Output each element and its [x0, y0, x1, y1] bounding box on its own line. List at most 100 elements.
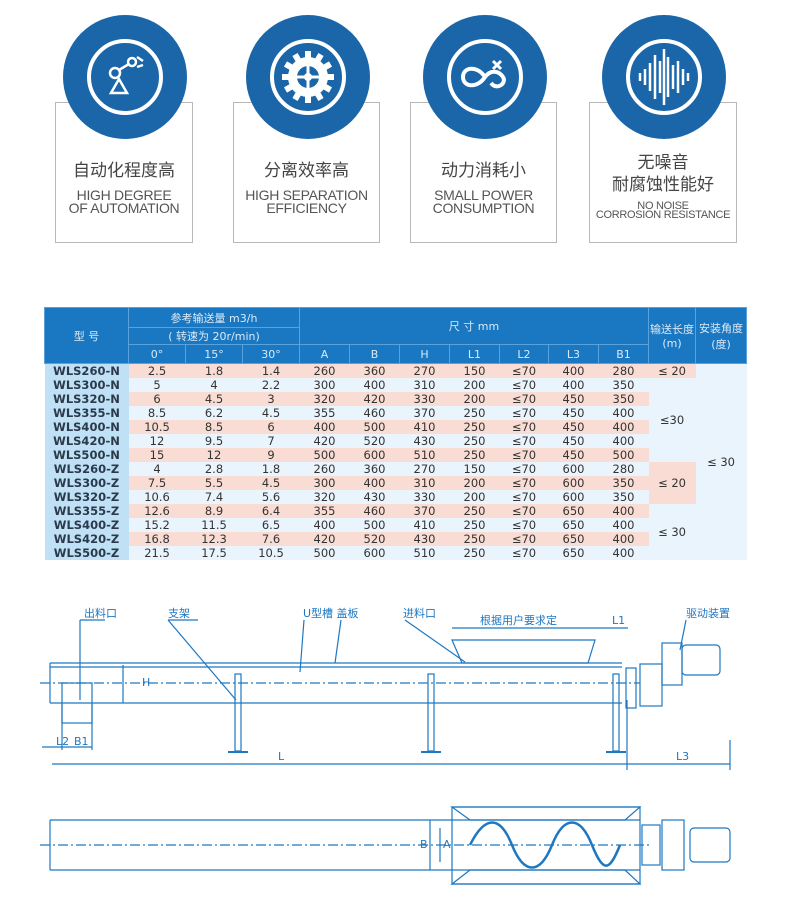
value-cell: 2.8: [185, 462, 243, 476]
value-cell: 360: [349, 462, 400, 476]
value-cell: 6: [128, 392, 186, 406]
length-cell: ≤ 20: [648, 462, 696, 504]
value-cell: 600: [349, 546, 400, 560]
value-cell: ≤70: [499, 504, 549, 518]
header-dimensions: 尺 寸 mm: [298, 307, 650, 345]
header-dim-col: B: [349, 344, 400, 364]
value-cell: 460: [349, 504, 400, 518]
value-cell: 9.5: [185, 434, 243, 448]
value-cell: 600: [548, 476, 599, 490]
label-b1: B1: [74, 735, 89, 748]
value-cell: ≤70: [499, 462, 549, 476]
supports: [228, 673, 626, 753]
feature-title-cn: 自动化程度高: [73, 161, 175, 181]
value-cell: 330: [399, 392, 450, 406]
feature-badge: [245, 15, 370, 139]
value-cell: 370: [399, 406, 450, 420]
label-l1: L1: [612, 614, 625, 627]
feature-badge: [63, 15, 187, 139]
feature-title-cn: 耐腐蚀性能好: [612, 175, 714, 195]
feature-card: 分离效率高 HIGH SEPARATION EFFICIENCY: [233, 15, 380, 243]
value-cell: 400: [299, 420, 350, 434]
header-length: 输送长度(m): [648, 307, 697, 364]
header-model: 型 号: [44, 307, 129, 364]
value-cell: 1.8: [242, 462, 300, 476]
feature-badge: [422, 15, 547, 139]
value-cell: 460: [349, 406, 400, 420]
table-row: WLS355-N 8.5 6.2 4.5 355 460 370 250 ≤70 450 400: [44, 406, 747, 420]
value-cell: 650: [548, 546, 599, 560]
model-cell: WLS355-N: [44, 406, 129, 420]
value-cell: 360: [349, 363, 400, 378]
header-angle: 安装角度(度): [695, 307, 748, 364]
table-row: WLS500-Z 21.5 17.5 10.5 500 600 510 250 ≤70 650 40…: [44, 546, 747, 560]
value-cell: 450: [548, 420, 599, 434]
label-l: L: [278, 750, 285, 763]
value-cell: 500: [349, 420, 400, 434]
value-cell: 260: [299, 363, 350, 378]
value-cell: 520: [349, 434, 400, 448]
value-cell: 430: [349, 490, 400, 504]
value-cell: 510: [399, 448, 450, 462]
gearbox: [639, 663, 663, 707]
table-row: WLS260-N 2.5 1.8 1.4 260 360 270 150 ≤70 400 280 ≤ …: [44, 363, 747, 560]
value-cell: 310: [399, 476, 450, 490]
model-cell: WLS355-Z: [44, 504, 129, 518]
label-a: A: [443, 838, 451, 851]
value-cell: 430: [399, 532, 450, 546]
value-cell: ≤70: [499, 406, 549, 420]
header-angle-col: 15°: [185, 344, 243, 364]
table-row: WLS300-Z 7.5 5.5 4.5 300 400 310 200 ≤70 600 350: [44, 476, 747, 490]
value-cell: 250: [449, 546, 500, 560]
value-cell: 510: [399, 546, 450, 560]
table-row: WLS300-N 5 4 2.2 300 400 310 200 ≤70 400 350 ≤30: [44, 378, 747, 462]
value-cell: ≤70: [499, 518, 549, 532]
value-cell: 600: [349, 448, 400, 462]
value-cell: ≤70: [499, 434, 549, 448]
value-cell: 5: [128, 378, 186, 392]
value-cell: ≤70: [499, 546, 549, 560]
value-cell: 15: [128, 448, 186, 462]
label-drive: 驱动装置: [686, 607, 730, 620]
value-cell: 250: [449, 532, 500, 546]
value-cell: 350: [598, 476, 649, 490]
value-cell: 400: [548, 378, 599, 392]
table-row: WLS400-N 10.5 8.5 6 400 500 410 250 ≤70 450 400: [44, 420, 747, 434]
label-l3: L3: [676, 750, 689, 763]
value-cell: ≤70: [499, 378, 549, 392]
value-cell: 250: [449, 406, 500, 420]
value-cell: 200: [449, 392, 500, 406]
value-cell: 260: [299, 462, 350, 476]
length-cell: ≤ 30: [648, 504, 696, 560]
header-dim-col: L2: [499, 344, 549, 364]
value-cell: 420: [299, 532, 350, 546]
feature-title-en: NO NOISE: [637, 200, 689, 212]
model-cell: WLS300-N: [44, 378, 129, 392]
value-cell: 7.6: [242, 532, 300, 546]
value-cell: 310: [399, 378, 450, 392]
value-cell: 650: [548, 532, 599, 546]
value-cell: 450: [548, 448, 599, 462]
value-cell: 400: [349, 378, 400, 392]
value-cell: 12.3: [185, 532, 243, 546]
value-cell: 320: [299, 490, 350, 504]
header-dim-col: L3: [548, 344, 599, 364]
value-cell: 650: [548, 518, 599, 532]
header-capacity: 参考输送量 m3/h: [128, 307, 300, 328]
value-cell: 270: [399, 462, 450, 476]
value-cell: 7.5: [128, 476, 186, 490]
value-cell: ≤70: [499, 420, 549, 434]
value-cell: 300: [299, 378, 350, 392]
value-cell: 410: [399, 420, 450, 434]
value-cell: 11.5: [185, 518, 243, 532]
value-cell: 1.8: [185, 363, 243, 378]
value-cell: 250: [449, 434, 500, 448]
value-cell: 3: [242, 392, 300, 406]
value-cell: 150: [449, 363, 500, 378]
header-angle-col: 0°: [128, 344, 186, 364]
feature-title-cn: 无噪音: [637, 153, 689, 173]
length-cell: ≤ 20: [648, 363, 696, 378]
value-cell: 350: [598, 392, 649, 406]
value-cell: 370: [399, 504, 450, 518]
value-cell: 12.6: [128, 504, 186, 518]
